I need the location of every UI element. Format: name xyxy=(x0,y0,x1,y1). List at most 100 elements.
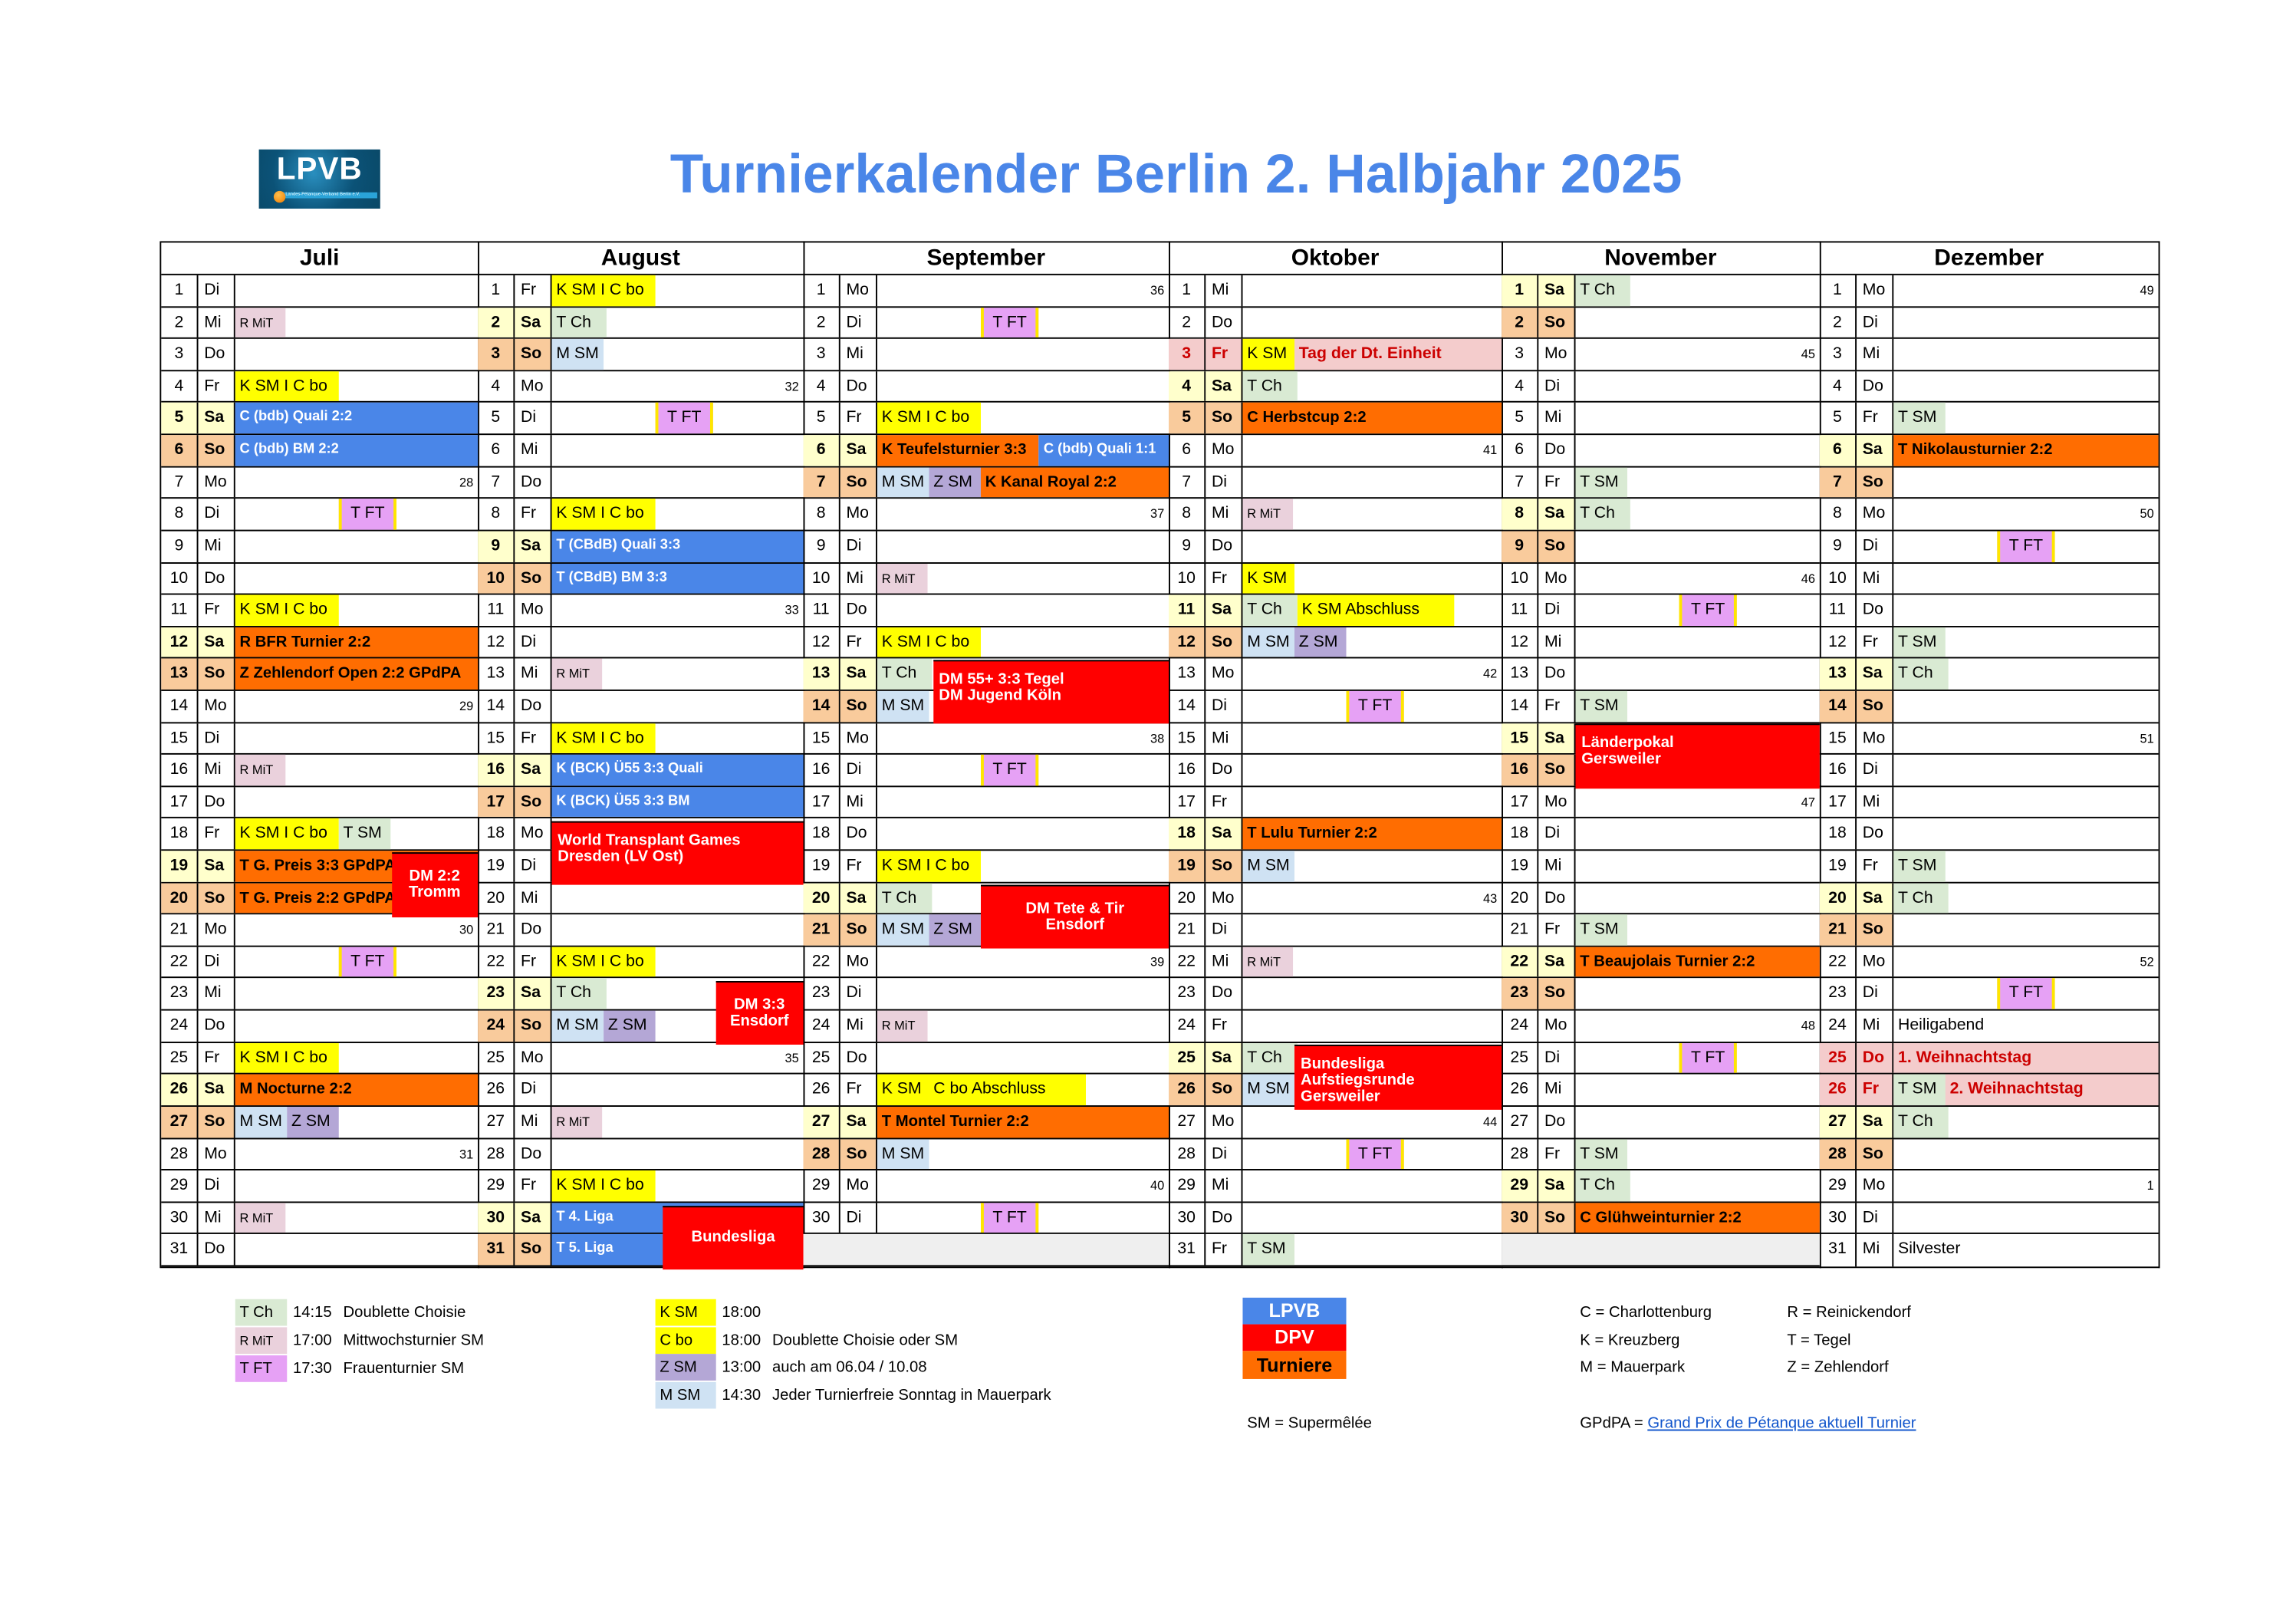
event-rmit[interactable]: R MiT xyxy=(1242,946,1294,978)
dpv-event[interactable]: DM 55+ 3:3 Tegel DM Jugend Köln xyxy=(933,660,1169,725)
event-tsm[interactable]: T SM xyxy=(1575,466,1628,498)
event-tch[interactable]: T Ch xyxy=(1242,370,1298,402)
event-tft[interactable]: T FT xyxy=(1679,1042,1737,1074)
event-ksmcbo[interactable]: K SM I C bo xyxy=(877,403,982,434)
event-tft[interactable]: T FT xyxy=(1346,690,1404,722)
event-rmit[interactable]: R MiT xyxy=(551,1106,603,1137)
event-ksmcbo[interactable]: K SM I C bo xyxy=(551,499,656,530)
event-tft[interactable]: T FT xyxy=(338,499,397,530)
event-turnier[interactable]: M Nocturne 2:2 xyxy=(235,1075,479,1105)
event-turnier[interactable]: T Montel Turnier 2:2 xyxy=(877,1106,1169,1137)
dpv-event[interactable]: DM 3:3 Ensdorf xyxy=(715,980,804,1045)
event-holtext[interactable]: Tag der Dt. Einheit xyxy=(1298,344,1442,364)
event-turnier[interactable]: K Teufelsturnier 3:3 xyxy=(877,435,1040,466)
dpv-event[interactable]: Bundesliga xyxy=(663,1205,804,1270)
event-lpvb[interactable]: K (BCK) Ü55 3:3 BM xyxy=(551,786,804,818)
event-msm[interactable]: M SM xyxy=(877,466,929,498)
event-tch[interactable]: T Ch xyxy=(1893,882,1949,914)
event-tch[interactable]: T Ch xyxy=(1893,1106,1949,1137)
dpv-event[interactable]: DM 2:2 Tromm xyxy=(391,852,479,917)
event-tch[interactable]: T Ch xyxy=(1575,499,1630,530)
event-msm[interactable]: M SM xyxy=(877,914,929,946)
event-rmit[interactable]: R MiT xyxy=(235,307,286,338)
event-ksmcbo[interactable]: K SM I C bo xyxy=(551,1170,656,1201)
event-msm[interactable]: M SM xyxy=(235,1106,288,1137)
event-tch[interactable]: T Ch xyxy=(877,659,933,690)
event-turnier[interactable]: T Lulu Turnier 2:2 xyxy=(1242,818,1502,850)
event-rmit[interactable]: R MiT xyxy=(877,1010,928,1042)
event-ksmcbo[interactable]: K SM I C bo xyxy=(877,627,982,658)
event-ksm[interactable]: K SM xyxy=(1242,339,1294,370)
event-lpvb[interactable]: C (bdb) Quali 1:1 xyxy=(1039,435,1169,466)
event-tft[interactable]: T FT xyxy=(981,755,1039,785)
event-tch[interactable]: T Ch xyxy=(877,882,933,914)
event-tsm[interactable]: T SM xyxy=(1575,690,1628,722)
event-lpvb[interactable]: C (bdb) BM 2:2 xyxy=(235,435,479,466)
event-ksmcbo[interactable]: K SM I C bo xyxy=(235,594,339,626)
event-ksmcbo[interactable]: K SM I C bo xyxy=(551,275,656,306)
event-rmit[interactable]: R MiT xyxy=(551,659,603,690)
event-tft[interactable]: T FT xyxy=(1346,1138,1404,1170)
event-zsm[interactable]: Z SM xyxy=(929,466,982,498)
dpv-event[interactable]: World Transplant Games Dresden (LV Ost) xyxy=(551,820,804,885)
event-turnier[interactable]: Z Zehlendorf Open 2:2 GPdPA xyxy=(235,659,479,690)
event-tch[interactable]: T Ch xyxy=(551,307,607,338)
event-msm[interactable]: M SM xyxy=(877,1138,929,1170)
event-tft[interactable]: T FT xyxy=(1997,531,2055,562)
event-tch[interactable]: T Ch xyxy=(1575,1170,1630,1201)
event-turnier[interactable]: K Kanal Royal 2:2 xyxy=(981,466,1169,498)
event-tsm[interactable]: T SM xyxy=(1242,1234,1294,1266)
event-lpvb[interactable]: K (BCK) Ü55 3:3 Quali xyxy=(551,755,804,785)
event-holtext[interactable]: 2. Weihnachtstag xyxy=(1949,1080,2084,1099)
event-msm[interactable]: M SM xyxy=(551,339,604,370)
event-tft[interactable]: T FT xyxy=(1679,594,1737,626)
event-tch[interactable]: T Ch xyxy=(1242,594,1298,626)
event-tsm[interactable]: T SM xyxy=(1893,1075,1946,1105)
event-note[interactable]: Heiligabend xyxy=(1898,1016,1985,1035)
event-msm[interactable]: M SM xyxy=(1242,627,1294,658)
event-tft[interactable]: T FT xyxy=(655,403,713,434)
event-tft[interactable]: T FT xyxy=(981,307,1039,338)
dpv-event[interactable]: Länderpokal Gersweiler xyxy=(1575,724,1820,788)
event-tsm[interactable]: T SM xyxy=(1575,914,1628,946)
event-turnier[interactable]: T Beaujolais Turnier 2:2 xyxy=(1575,946,1820,978)
event-absch[interactable]: K SM Abschluss xyxy=(1297,594,1455,626)
event-tsm[interactable]: T SM xyxy=(1893,851,1946,882)
dpv-event[interactable]: Bundesliga Aufstiegsrunde Gersweiler xyxy=(1294,1045,1502,1110)
event-tsm[interactable]: T SM xyxy=(338,818,391,850)
event-turnier[interactable]: C Herbstcup 2:2 xyxy=(1242,403,1502,434)
event-zsm[interactable]: Z SM xyxy=(929,914,982,946)
event-tft[interactable]: T FT xyxy=(981,1202,1039,1233)
event-tch[interactable]: T Ch xyxy=(1242,1042,1298,1074)
event-absch[interactable]: C bo Abschluss xyxy=(929,1075,1086,1105)
event-zsm[interactable]: Z SM xyxy=(604,1010,656,1042)
event-ksmcbo[interactable]: K SM I C bo xyxy=(551,723,656,754)
event-turnier[interactable]: R BFR Turnier 2:2 xyxy=(235,627,479,658)
event-tch[interactable]: T Ch xyxy=(1575,275,1630,306)
event-msm[interactable]: M SM xyxy=(1242,851,1294,882)
event-lpvb[interactable]: T (CBdB) Quali 3:3 xyxy=(551,531,804,562)
event-tsm[interactable]: T SM xyxy=(1893,627,1946,658)
event-turnier[interactable]: T Nikolausturnier 2:2 xyxy=(1893,435,2159,466)
event-tch[interactable]: T Ch xyxy=(551,979,607,1009)
event-tsm[interactable]: T SM xyxy=(1893,403,1946,434)
event-ksmcbo[interactable]: K SM I C bo xyxy=(551,946,656,978)
event-ksmcbo[interactable]: K SM I C bo xyxy=(235,370,339,402)
event-rmit[interactable]: R MiT xyxy=(235,1202,286,1233)
event-ksm[interactable]: K SM xyxy=(1242,563,1294,594)
event-msm[interactable]: M SM xyxy=(877,690,929,722)
event-rmit[interactable]: R MiT xyxy=(877,563,928,594)
event-turnier[interactable]: C Glühweinturnier 2:2 xyxy=(1575,1202,1820,1233)
event-msm[interactable]: M SM xyxy=(551,1010,604,1042)
event-tsm[interactable]: T SM xyxy=(1575,1138,1628,1170)
gpdpa-link[interactable]: Grand Prix de Pétanque aktuell Turnier xyxy=(1647,1414,1916,1433)
event-zsm[interactable]: Z SM xyxy=(287,1106,339,1137)
event-ksmcbo[interactable]: K SM I C bo xyxy=(235,818,339,850)
event-note[interactable]: Silvester xyxy=(1898,1240,1961,1259)
event-holtext[interactable]: 1. Weihnachtstag xyxy=(1898,1049,2032,1067)
event-lpvb[interactable]: T (CBdB) BM 3:3 xyxy=(551,563,804,594)
event-tch[interactable]: T Ch xyxy=(1893,659,1949,690)
event-lpvb[interactable]: C (bdb) Quali 2:2 xyxy=(235,403,479,434)
dpv-event[interactable]: DM Tete & Tir Ensdorf xyxy=(981,884,1169,949)
event-ksmcbo[interactable]: K SM I C bo xyxy=(235,1042,339,1074)
